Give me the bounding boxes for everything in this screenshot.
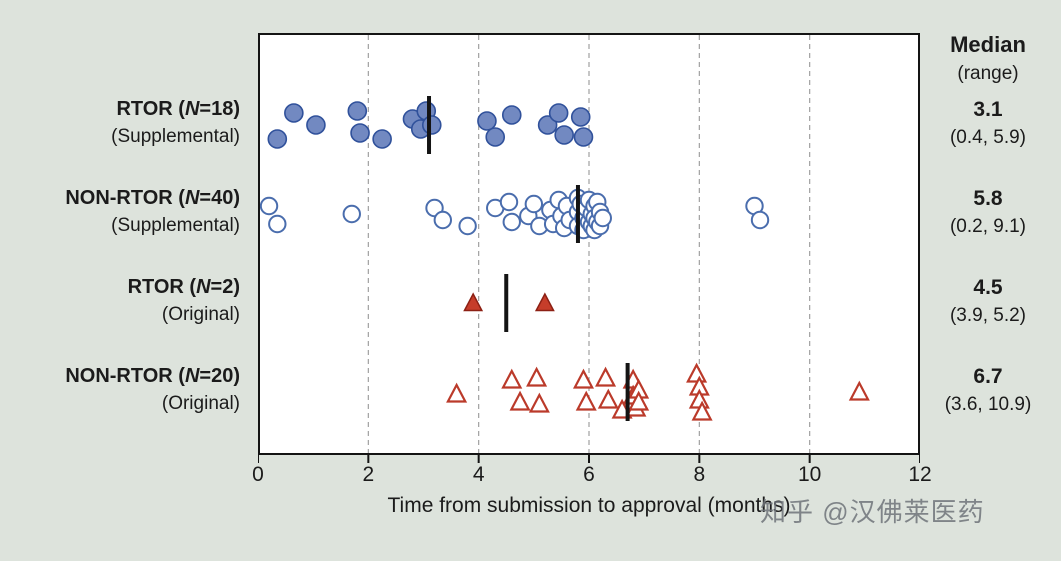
data-point <box>421 115 442 135</box>
data-point <box>548 103 569 123</box>
data-point <box>509 390 531 411</box>
data-point <box>268 214 287 234</box>
data-point <box>628 390 650 411</box>
data-point <box>259 196 279 216</box>
data-point <box>575 390 597 411</box>
data-point <box>750 210 770 230</box>
group-label: NON-RTOR (N=40) (Supplemental) <box>0 184 240 240</box>
plot-area <box>258 33 920 463</box>
data-point <box>572 368 595 389</box>
x-tick-label: 4 <box>472 463 485 486</box>
data-point <box>342 204 361 224</box>
data-point <box>593 208 612 228</box>
data-point <box>528 392 550 413</box>
data-point <box>458 216 477 236</box>
x-tick-label: 10 <box>797 463 822 486</box>
data-point <box>433 210 453 230</box>
group-label-line1: NON-RTOR (N=20) <box>65 365 240 387</box>
stats-row: 5.8 (0.2, 9.1) <box>922 185 1054 241</box>
data-point <box>306 115 326 135</box>
x-tick-label: 8 <box>693 463 706 486</box>
median-range: (3.9, 5.2) <box>949 305 1027 326</box>
data-point <box>485 127 506 147</box>
median-value: 4.5 <box>973 276 1003 299</box>
group-label-line2: (Original) <box>161 304 240 325</box>
data-point <box>537 115 558 135</box>
group-label-line1: RTOR (N=2) <box>127 276 240 298</box>
x-tick-label: 12 <box>908 463 932 486</box>
stats-header-range: (range) <box>957 63 1019 84</box>
group-label: RTOR (N=18) (Supplemental) <box>0 95 240 151</box>
data-point <box>848 380 870 401</box>
x-tick-label: 2 <box>362 463 375 486</box>
data-point <box>534 292 555 312</box>
stats-row: 4.5 (3.9, 5.2) <box>922 274 1054 330</box>
data-point <box>597 388 619 409</box>
data-point <box>347 101 368 121</box>
group-label: NON-RTOR (N=20) (Original) <box>0 362 240 418</box>
data-point <box>526 366 548 387</box>
group-label-line2: (Original) <box>161 393 240 414</box>
median-range: (0.4, 5.9) <box>949 127 1027 148</box>
x-axis-label: Time from submission to approval (months… <box>387 494 791 517</box>
median-value: 3.1 <box>973 98 1003 121</box>
group-label-line1: NON-RTOR (N=40) <box>65 187 240 209</box>
median-range: (3.6, 10.9) <box>944 394 1032 415</box>
data-point <box>570 107 591 127</box>
group-label-line2: (Supplemental) <box>111 126 240 147</box>
data-point <box>463 292 484 312</box>
median-value: 6.7 <box>973 365 1003 388</box>
watermark: 知乎 @汉佛莱医药 <box>760 497 985 527</box>
median-range: (0.2, 9.1) <box>949 216 1027 237</box>
data-point <box>691 400 713 421</box>
data-point <box>501 105 522 125</box>
data-point <box>501 368 523 389</box>
median-value: 5.8 <box>973 187 1003 210</box>
data-point <box>477 111 497 131</box>
stats-header: Median (range) <box>922 30 1054 88</box>
data-point <box>499 192 519 212</box>
data-point <box>502 212 521 232</box>
x-tick-label: 0 <box>252 463 264 486</box>
data-point <box>350 123 370 143</box>
group-label-line1: RTOR (N=18) <box>116 98 240 120</box>
data-point <box>446 382 468 403</box>
stats-row: 3.1 (0.4, 5.9) <box>922 96 1054 152</box>
stats-row: 6.7 (3.6, 10.9) <box>922 363 1054 419</box>
data-point <box>524 194 544 214</box>
stats-header-median: Median <box>950 32 1026 57</box>
data-point <box>595 366 617 387</box>
data-point <box>284 103 304 123</box>
data-point <box>573 127 594 147</box>
data-point <box>554 125 574 145</box>
group-label-line2: (Supplemental) <box>111 215 240 236</box>
data-point <box>267 129 288 149</box>
group-label: RTOR (N=2) (Original) <box>0 273 240 329</box>
data-point <box>372 129 392 149</box>
x-tick-label: 6 <box>583 463 595 486</box>
